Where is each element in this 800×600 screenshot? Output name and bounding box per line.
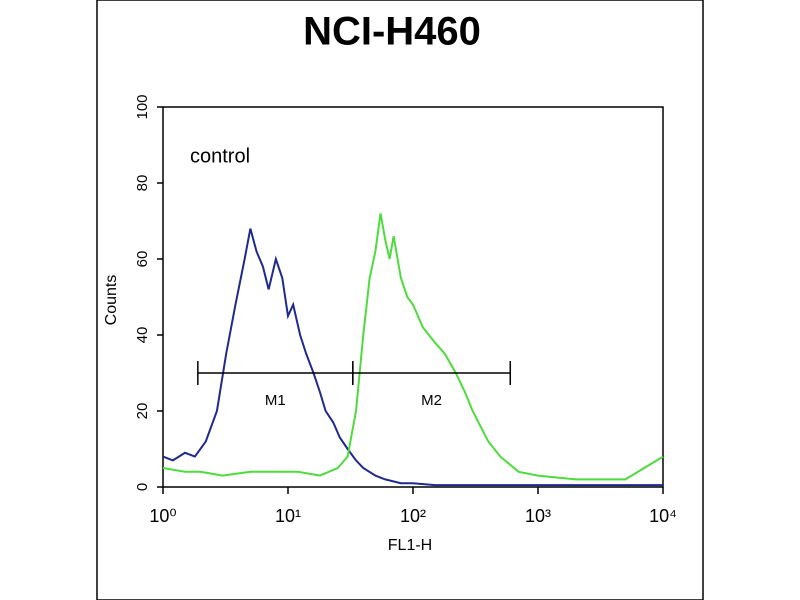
chart-title: NCI-H460 — [303, 10, 481, 54]
y-axis-label: Counts — [103, 275, 120, 326]
y-tick-label: 80 — [134, 175, 151, 192]
x-axis-label: FL1-H — [388, 537, 432, 554]
x-tick-label: 10⁴ — [649, 506, 677, 526]
annotation: control — [190, 145, 250, 167]
x-tick-label: 10⁰ — [149, 506, 176, 526]
frame — [96, 0, 704, 600]
x-tick-label: 10¹ — [275, 506, 301, 526]
y-tick-label: 100 — [134, 94, 151, 119]
y-tick-label: 40 — [134, 327, 151, 344]
marker-label: M2 — [421, 392, 442, 409]
y-tick-label: 20 — [134, 403, 151, 420]
x-tick-label: 10² — [400, 506, 426, 526]
y-tick-label: 60 — [134, 251, 151, 268]
y-tick-label: 0 — [134, 483, 151, 491]
marker-label: M1 — [265, 392, 286, 409]
series-line — [162, 228, 663, 487]
x-tick-label: 10³ — [525, 506, 551, 526]
series-line — [162, 213, 664, 481]
